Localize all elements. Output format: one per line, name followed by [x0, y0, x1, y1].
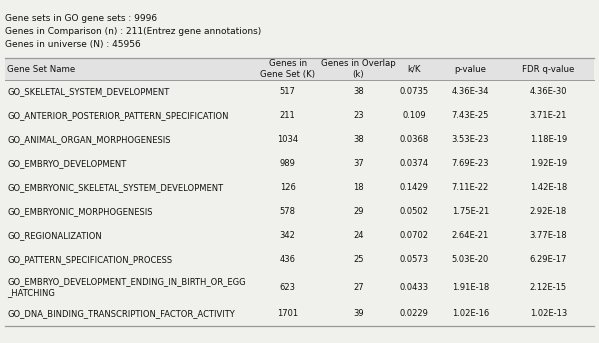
- Text: 436: 436: [280, 256, 296, 264]
- Text: 0.0368: 0.0368: [400, 135, 429, 144]
- Text: 27: 27: [353, 283, 364, 292]
- Text: 24: 24: [353, 232, 364, 240]
- Text: 3.77E-18: 3.77E-18: [530, 232, 567, 240]
- Text: Genes in Comparison (n) : 211(Entrez gene annotations): Genes in Comparison (n) : 211(Entrez gen…: [5, 27, 261, 36]
- Text: 1.02E-13: 1.02E-13: [530, 309, 567, 319]
- Text: GO_EMBRYO_DEVELOPMENT: GO_EMBRYO_DEVELOPMENT: [7, 159, 126, 168]
- Text: 39: 39: [353, 309, 364, 319]
- Text: 3.53E-23: 3.53E-23: [452, 135, 489, 144]
- Text: GO_ANTERIOR_POSTERIOR_PATTERN_SPECIFICATION: GO_ANTERIOR_POSTERIOR_PATTERN_SPECIFICAT…: [7, 111, 228, 120]
- Text: Genes in universe (N) : 45956: Genes in universe (N) : 45956: [5, 40, 141, 49]
- Text: 6.29E-17: 6.29E-17: [530, 256, 567, 264]
- Text: 0.0735: 0.0735: [400, 87, 429, 96]
- Text: 3.71E-21: 3.71E-21: [530, 111, 567, 120]
- Text: 1701: 1701: [277, 309, 298, 319]
- Text: 0.0573: 0.0573: [400, 256, 429, 264]
- Text: 0.0702: 0.0702: [400, 232, 429, 240]
- Text: Genes in Overlap
(k): Genes in Overlap (k): [321, 59, 396, 79]
- Text: 7.43E-25: 7.43E-25: [452, 111, 489, 120]
- Text: _HATCHING: _HATCHING: [7, 288, 55, 297]
- Text: 517: 517: [280, 87, 296, 96]
- Text: 1.91E-18: 1.91E-18: [452, 283, 489, 292]
- Text: 5.03E-20: 5.03E-20: [452, 256, 489, 264]
- Text: 0.0502: 0.0502: [400, 208, 429, 216]
- Text: 0.1429: 0.1429: [400, 184, 429, 192]
- Text: 4.36E-34: 4.36E-34: [452, 87, 489, 96]
- Text: FDR q-value: FDR q-value: [522, 64, 574, 73]
- Text: GO_DNA_BINDING_TRANSCRIPTION_FACTOR_ACTIVITY: GO_DNA_BINDING_TRANSCRIPTION_FACTOR_ACTI…: [7, 309, 235, 319]
- Text: 1.92E-19: 1.92E-19: [530, 159, 567, 168]
- Text: 989: 989: [280, 159, 296, 168]
- Text: 623: 623: [280, 283, 296, 292]
- Text: 29: 29: [353, 208, 364, 216]
- Text: 1034: 1034: [277, 135, 298, 144]
- Text: 2.64E-21: 2.64E-21: [452, 232, 489, 240]
- Text: p-value: p-value: [454, 64, 486, 73]
- Text: 211: 211: [280, 111, 295, 120]
- Text: 0.109: 0.109: [403, 111, 426, 120]
- Text: Gene sets in GO gene sets : 9996: Gene sets in GO gene sets : 9996: [5, 14, 157, 23]
- Text: GO_EMBRYONIC_MORPHOGENESIS: GO_EMBRYONIC_MORPHOGENESIS: [7, 208, 153, 216]
- Text: 0.0374: 0.0374: [400, 159, 429, 168]
- Text: Genes in
Gene Set (K): Genes in Gene Set (K): [260, 59, 315, 79]
- Text: 1.18E-19: 1.18E-19: [530, 135, 567, 144]
- Text: 126: 126: [280, 184, 296, 192]
- Text: 38: 38: [353, 87, 364, 96]
- Text: 23: 23: [353, 111, 364, 120]
- Text: GO_PATTERN_SPECIFICATION_PROCESS: GO_PATTERN_SPECIFICATION_PROCESS: [7, 256, 172, 264]
- Text: GO_EMBRYO_DEVELOPMENT_ENDING_IN_BIRTH_OR_EGG: GO_EMBRYO_DEVELOPMENT_ENDING_IN_BIRTH_OR…: [7, 277, 246, 286]
- Text: GO_EMBRYONIC_SKELETAL_SYSTEM_DEVELOPMENT: GO_EMBRYONIC_SKELETAL_SYSTEM_DEVELOPMENT: [7, 184, 223, 192]
- Text: 25: 25: [353, 256, 364, 264]
- Text: 1.75E-21: 1.75E-21: [452, 208, 489, 216]
- Text: 342: 342: [280, 232, 296, 240]
- Text: 2.92E-18: 2.92E-18: [530, 208, 567, 216]
- Text: 4.36E-30: 4.36E-30: [530, 87, 567, 96]
- Text: 0.0433: 0.0433: [400, 283, 429, 292]
- Text: Gene Set Name: Gene Set Name: [7, 64, 75, 73]
- Text: GO_SKELETAL_SYSTEM_DEVELOPMENT: GO_SKELETAL_SYSTEM_DEVELOPMENT: [7, 87, 170, 96]
- Text: 7.11E-22: 7.11E-22: [452, 184, 489, 192]
- Text: 37: 37: [353, 159, 364, 168]
- Text: GO_REGIONALIZATION: GO_REGIONALIZATION: [7, 232, 102, 240]
- Text: 578: 578: [280, 208, 296, 216]
- Bar: [5, 58, 594, 80]
- Text: 1.42E-18: 1.42E-18: [530, 184, 567, 192]
- Text: GO_ANIMAL_ORGAN_MORPHOGENESIS: GO_ANIMAL_ORGAN_MORPHOGENESIS: [7, 135, 171, 144]
- Text: 18: 18: [353, 184, 364, 192]
- Text: 2.12E-15: 2.12E-15: [530, 283, 567, 292]
- Text: k/K: k/K: [407, 64, 421, 73]
- Text: 1.02E-16: 1.02E-16: [452, 309, 489, 319]
- Text: 7.69E-23: 7.69E-23: [452, 159, 489, 168]
- Text: 38: 38: [353, 135, 364, 144]
- Text: 0.0229: 0.0229: [400, 309, 429, 319]
